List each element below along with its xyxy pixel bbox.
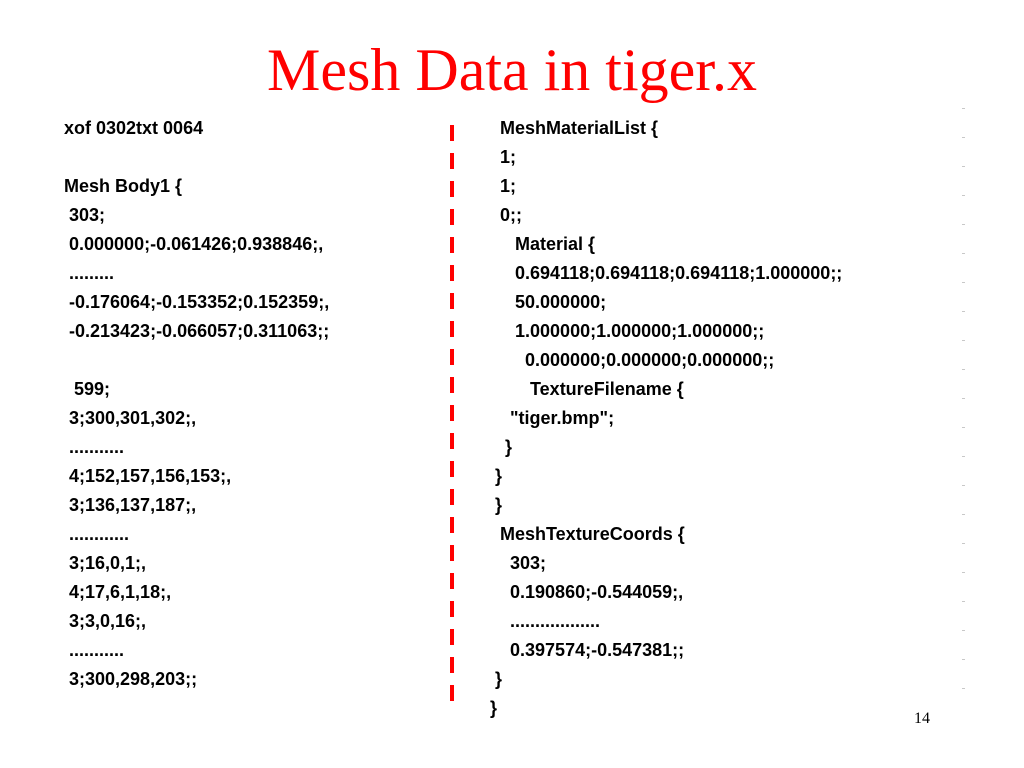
code-line: ........... bbox=[64, 640, 125, 660]
code-line: ........... bbox=[64, 437, 125, 457]
code-line: ............ bbox=[64, 524, 130, 544]
code-line: 1; bbox=[470, 176, 517, 196]
code-line bbox=[64, 346, 424, 375]
code-line: } bbox=[470, 669, 503, 689]
code-line: 0.190860;-0.544059;, bbox=[470, 582, 684, 602]
edge-dot-marks bbox=[962, 108, 965, 708]
code-line: 3;300,298,203;; bbox=[64, 669, 198, 689]
code-line: } bbox=[470, 495, 503, 515]
code-line: 3;136,137,187;, bbox=[64, 495, 197, 515]
dashed-divider bbox=[450, 125, 454, 710]
slide-title: Mesh Data in tiger.x bbox=[267, 37, 757, 103]
code-line: 4;17,6,1,18;, bbox=[64, 582, 172, 602]
code-line: 0.397574;-0.547381;; bbox=[470, 640, 685, 660]
code-line: 303; bbox=[64, 205, 106, 225]
code-line: "tiger.bmp"; bbox=[470, 408, 615, 428]
code-line: TextureFilename { bbox=[470, 379, 684, 399]
code-line: 0;; bbox=[470, 205, 523, 225]
code-line: xof 0302txt 0064 bbox=[64, 118, 204, 138]
code-line: 0.694118;0.694118;0.694118;1.000000;; bbox=[470, 263, 843, 283]
code-line: 1; bbox=[470, 147, 517, 167]
code-line: 0.000000;-0.061426;0.938846;, bbox=[64, 234, 324, 254]
left-code-listing: xof 0302txt 0064 Mesh Body1 { 303; 0.000… bbox=[64, 114, 424, 694]
code-line: 3;3,0,16;, bbox=[64, 611, 147, 631]
code-line: -0.213423;-0.066057;0.311063;; bbox=[64, 321, 330, 341]
code-line bbox=[64, 143, 424, 172]
code-line: MeshMaterialList { bbox=[470, 118, 659, 138]
code-line: } bbox=[470, 437, 513, 457]
code-line: 0.000000;0.000000;0.000000;; bbox=[470, 350, 775, 370]
code-line: -0.176064;-0.153352;0.152359;, bbox=[64, 292, 330, 312]
code-line: Material { bbox=[470, 234, 596, 254]
right-code-listing: MeshMaterialList { 1; 1; 0;; Material { … bbox=[470, 114, 970, 723]
code-line: } bbox=[470, 698, 498, 718]
code-line: MeshTextureCoords { bbox=[470, 524, 685, 544]
code-line: } bbox=[470, 466, 503, 486]
code-line: 3;16,0,1;, bbox=[64, 553, 147, 573]
code-line: 50.000000; bbox=[470, 292, 607, 312]
page-number: 14 bbox=[914, 710, 930, 727]
code-line: 303; bbox=[470, 553, 547, 573]
code-line: 4;152,157,156,153;, bbox=[64, 466, 232, 486]
code-line: 1.000000;1.000000;1.000000;; bbox=[470, 321, 765, 341]
code-line: 3;300,301,302;, bbox=[64, 408, 197, 428]
code-line: 599; bbox=[64, 379, 111, 399]
code-line: ......... bbox=[64, 263, 115, 283]
code-line: .................. bbox=[470, 611, 601, 631]
code-line: Mesh Body1 { bbox=[64, 176, 183, 196]
